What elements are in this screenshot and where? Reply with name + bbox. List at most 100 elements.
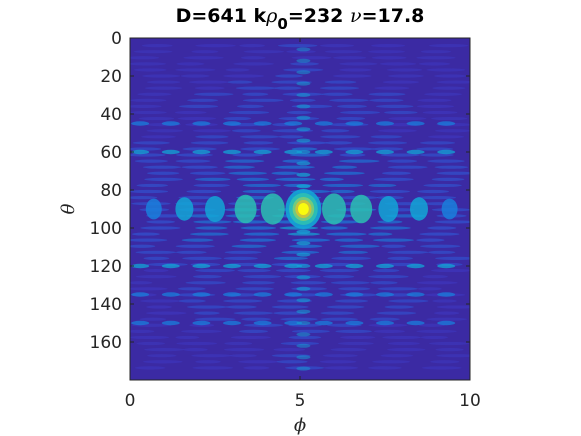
heatmap-side-lobe [145,198,162,220]
heatmap-fringe [337,341,374,346]
heatmap-fringe [369,317,400,321]
heatmap-fringe [426,317,468,321]
heatmap-fringe [175,68,216,72]
heatmap-fringe [130,153,166,157]
heatmap-fringe [384,110,418,115]
heatmap-fringe [278,135,304,139]
heatmap-column-spot [296,275,311,280]
heatmap-fringe [141,135,176,139]
heatmap-fringe [241,317,272,321]
heatmap-fringe [191,50,219,54]
heatmap-column-spot [296,172,311,177]
heatmap-fringe [132,232,160,236]
heatmap-fringe [284,366,325,370]
heatmap-fringe [225,305,257,309]
heatmap-fringe [138,116,175,121]
heatmap-fringe [233,62,275,66]
heatmap-fringe [368,232,393,236]
heatmap-fringe [243,323,284,327]
heatmap-fringe [130,287,168,291]
heatmap-fringe [130,281,153,285]
x-axis-label: ϕ [294,415,306,436]
heatmap-fringe [180,329,222,333]
heatmap-band-spot [253,292,272,297]
heatmap-fringe [237,104,264,108]
heatmap-fringe [291,56,332,60]
heatmap-fringe [192,366,234,370]
heatmap-fringe [239,238,276,242]
heatmap-fringe [223,165,255,169]
heatmap-fringe [419,141,456,145]
heatmap-fringe [224,341,253,346]
heatmap-fringe [195,44,236,48]
heatmap-fringe [322,354,358,358]
heatmap-column-spot [296,70,311,75]
heatmap-band-spot [376,320,394,326]
heatmap-fringe [339,244,380,248]
heatmap-fringe [276,360,308,364]
heatmap-fringe [136,183,169,188]
heatmap-fringe [388,299,429,303]
heatmap-fringe [428,250,456,254]
heatmap-fringe [146,354,177,358]
heatmap-fringe [416,238,445,242]
heatmap-fringe [416,147,454,151]
heatmap-fringe [434,220,470,224]
heatmap-fringe [130,189,169,194]
heatmap-band-spot [192,263,211,269]
heatmap-fringe [133,68,167,72]
heatmap-side-lobe [205,196,225,222]
heatmap-fringe [319,268,359,273]
heatmap-column-spot [296,241,311,246]
heatmap-fringe [179,104,219,108]
heatmap-band-spot [406,320,425,326]
heatmap-fringe [289,98,316,102]
heatmap-fringe [139,317,167,321]
heatmap-fringe [274,165,315,169]
heatmap-fringe [435,129,470,133]
heatmap-fringe [130,238,168,242]
heatmap-fringe [377,287,418,291]
y-tick-label: 80 [100,181,122,201]
heatmap-fringe [230,335,271,340]
heatmap-fringe [368,275,409,279]
y-tick-label: 60 [100,143,122,163]
heatmap-column-spot [296,58,311,63]
heatmap-fringe [330,348,367,352]
heatmap-fringe [146,80,181,84]
heatmap-fringe [323,366,359,370]
heatmap-band-spot [284,292,303,297]
heatmap-fringe [374,86,410,90]
heatmap-fringe [372,268,400,273]
heatmap-fringe [231,244,267,248]
heatmap-fringe [416,56,456,60]
heatmap-fringe [144,86,183,90]
heatmap-column-spot [296,104,311,109]
heatmap-fringe [277,44,318,48]
heatmap-column-spot [296,81,311,86]
heatmap-band-spot [345,121,364,126]
heatmap-fringe [381,171,411,175]
heatmap-fringe [175,159,211,163]
heatmap-fringe [174,110,207,115]
heatmap-fringe [368,50,406,54]
heatmap-fringe [431,116,468,121]
heatmap-fringe [436,354,470,358]
heatmap-fringe [369,98,404,102]
heatmap-fringe [275,74,303,78]
heatmap-fringe [377,220,403,224]
heatmap-fringe [143,360,183,364]
heatmap-fringe [193,275,222,279]
heatmap-fringe [424,92,462,96]
heatmap-fringe [339,335,376,340]
heatmap-band-spot [406,263,425,269]
heatmap-fringe [242,183,281,188]
heatmap-fringe [146,171,180,175]
heatmap-fringe [371,56,407,60]
heatmap-fringes [130,44,470,371]
heatmap-fringe [224,250,262,254]
y-axis: 0 20 40 60 80 100 120 140 160 [90,29,470,353]
heatmap-band-spot [314,149,333,155]
heatmap-band-spot [253,149,272,155]
heatmap-fringe [137,92,172,96]
